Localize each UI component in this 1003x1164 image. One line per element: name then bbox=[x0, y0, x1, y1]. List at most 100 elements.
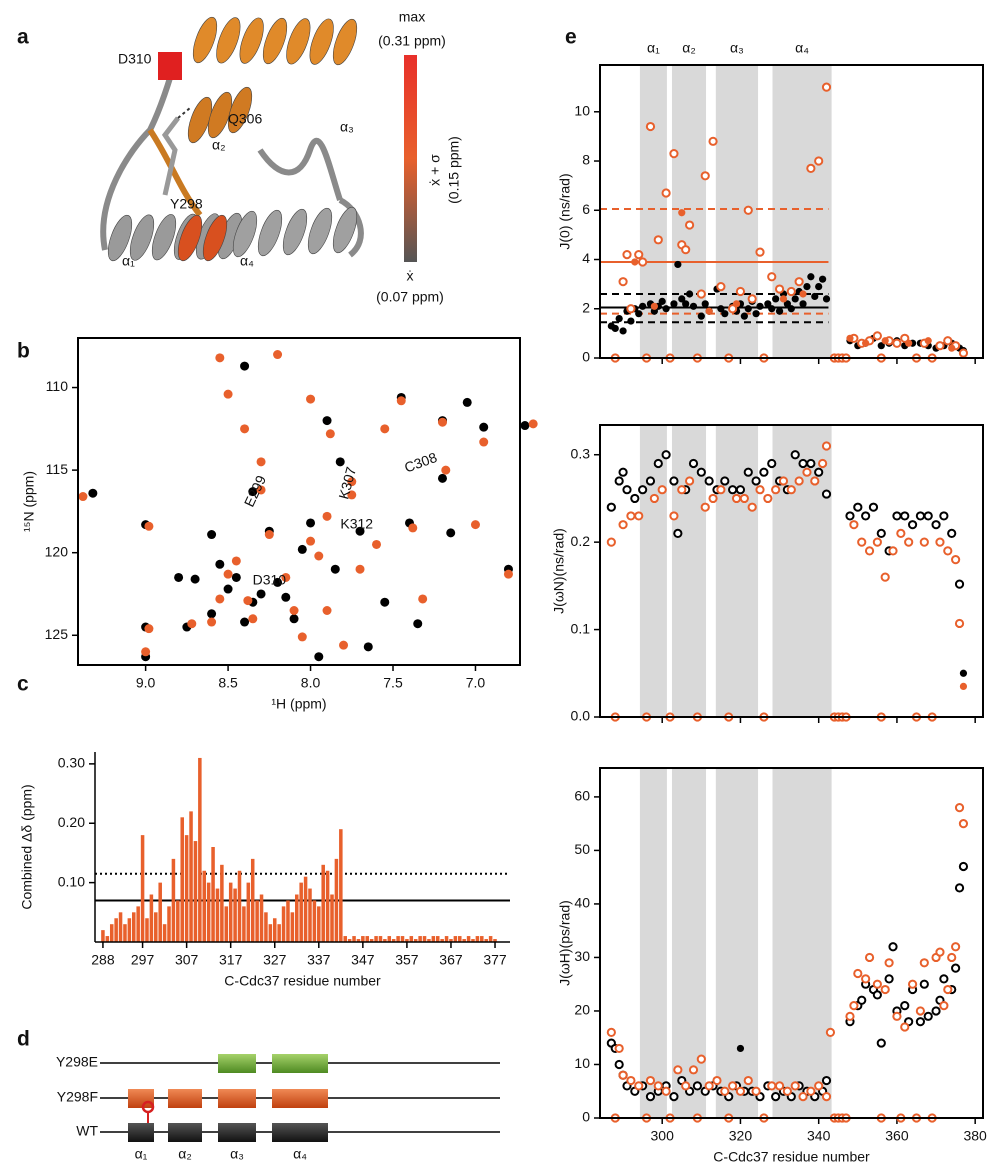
data-point bbox=[864, 546, 875, 556]
x-tick-label: 357 bbox=[395, 952, 419, 968]
helix-turn bbox=[232, 210, 258, 258]
data-point bbox=[947, 528, 957, 539]
data-point bbox=[657, 485, 667, 495]
bar bbox=[369, 939, 374, 942]
data-point bbox=[782, 1086, 792, 1096]
helix-turn bbox=[332, 206, 358, 254]
data-point bbox=[658, 297, 666, 305]
data-point bbox=[778, 476, 789, 486]
data-point bbox=[627, 317, 635, 325]
data-point bbox=[905, 339, 913, 347]
colorbar-label: (0.15 ppm) bbox=[446, 136, 462, 204]
data-point bbox=[413, 619, 423, 629]
data-point bbox=[810, 476, 820, 486]
data-point bbox=[751, 1086, 761, 1096]
y-tick-label: 30 bbox=[574, 948, 590, 964]
x-tick-label: 320 bbox=[729, 1128, 753, 1144]
structure-label: Q306 bbox=[228, 111, 262, 127]
data-point bbox=[631, 258, 639, 266]
bar bbox=[193, 841, 198, 942]
data-point bbox=[689, 302, 698, 310]
data-point bbox=[264, 530, 274, 540]
data-point bbox=[281, 592, 291, 602]
helix-box bbox=[272, 1089, 328, 1108]
data-point bbox=[231, 572, 241, 582]
x-tick-label: 7.0 bbox=[466, 675, 486, 691]
data-point bbox=[857, 995, 867, 1005]
helix-label: α₃ bbox=[230, 1146, 244, 1162]
helix-turn bbox=[286, 18, 311, 65]
data-point bbox=[634, 1081, 644, 1091]
bar bbox=[453, 936, 458, 942]
data-point bbox=[626, 1075, 636, 1086]
x-tick-label: 300 bbox=[651, 1128, 675, 1144]
data-point bbox=[207, 530, 217, 540]
structure-label: α₄ bbox=[240, 253, 254, 269]
data-point bbox=[441, 465, 451, 475]
data-point bbox=[622, 249, 632, 260]
data-point bbox=[479, 437, 489, 447]
construct-diagram bbox=[100, 1054, 500, 1142]
data-point bbox=[684, 476, 695, 486]
data-point bbox=[736, 1044, 745, 1053]
data-point bbox=[735, 1086, 746, 1096]
data-point bbox=[900, 1022, 910, 1032]
y-tick-label: 0.0 bbox=[571, 708, 591, 724]
y-tick-label: 125 bbox=[45, 626, 69, 642]
data-point bbox=[190, 574, 200, 584]
data-point bbox=[821, 489, 832, 499]
data-point bbox=[735, 485, 746, 495]
bar bbox=[123, 924, 127, 942]
data-point bbox=[814, 1081, 824, 1091]
bar bbox=[118, 912, 123, 942]
data-point bbox=[78, 492, 88, 502]
data-point bbox=[670, 300, 678, 308]
helix-turn bbox=[129, 214, 155, 261]
y-tick-label: 10 bbox=[574, 1055, 590, 1071]
bar bbox=[383, 939, 387, 942]
structure-label: Y298 bbox=[170, 196, 203, 212]
data-point bbox=[681, 245, 691, 255]
data-point bbox=[877, 342, 885, 350]
bar bbox=[299, 882, 303, 942]
data-point bbox=[876, 528, 886, 539]
data-point bbox=[818, 458, 828, 469]
helix-box bbox=[218, 1123, 256, 1142]
helix-region bbox=[772, 425, 832, 717]
data-point bbox=[716, 485, 726, 495]
y-tick-label: 50 bbox=[574, 841, 590, 857]
data-point bbox=[223, 584, 233, 594]
data-point bbox=[606, 502, 616, 512]
data-point bbox=[783, 300, 791, 308]
bar bbox=[202, 870, 207, 942]
y-tick-label: 0.20 bbox=[58, 814, 85, 830]
data-point bbox=[798, 458, 808, 469]
data-point bbox=[811, 292, 819, 301]
data-point bbox=[688, 1065, 699, 1075]
bar bbox=[391, 939, 396, 942]
data-point bbox=[876, 1038, 886, 1048]
helix-turn bbox=[239, 17, 264, 64]
data-point bbox=[231, 556, 241, 566]
data-point bbox=[720, 1086, 730, 1096]
coil bbox=[338, 197, 364, 258]
data-point bbox=[215, 353, 225, 363]
bar bbox=[458, 936, 462, 942]
data-point bbox=[669, 476, 679, 486]
bar bbox=[325, 870, 330, 942]
data-point bbox=[479, 422, 489, 432]
bar bbox=[422, 936, 427, 942]
x-tick-label: 340 bbox=[807, 1128, 831, 1144]
data-point bbox=[634, 249, 644, 260]
data-point bbox=[619, 327, 627, 335]
data-point bbox=[806, 1086, 816, 1096]
data-point bbox=[923, 1011, 933, 1021]
data-point bbox=[528, 419, 538, 429]
data-point bbox=[614, 1059, 624, 1070]
data-point bbox=[248, 614, 258, 624]
data-point bbox=[798, 1091, 808, 1102]
y-tick-label: 10 bbox=[574, 102, 590, 118]
data-point bbox=[653, 1081, 663, 1091]
coil bbox=[147, 128, 203, 217]
